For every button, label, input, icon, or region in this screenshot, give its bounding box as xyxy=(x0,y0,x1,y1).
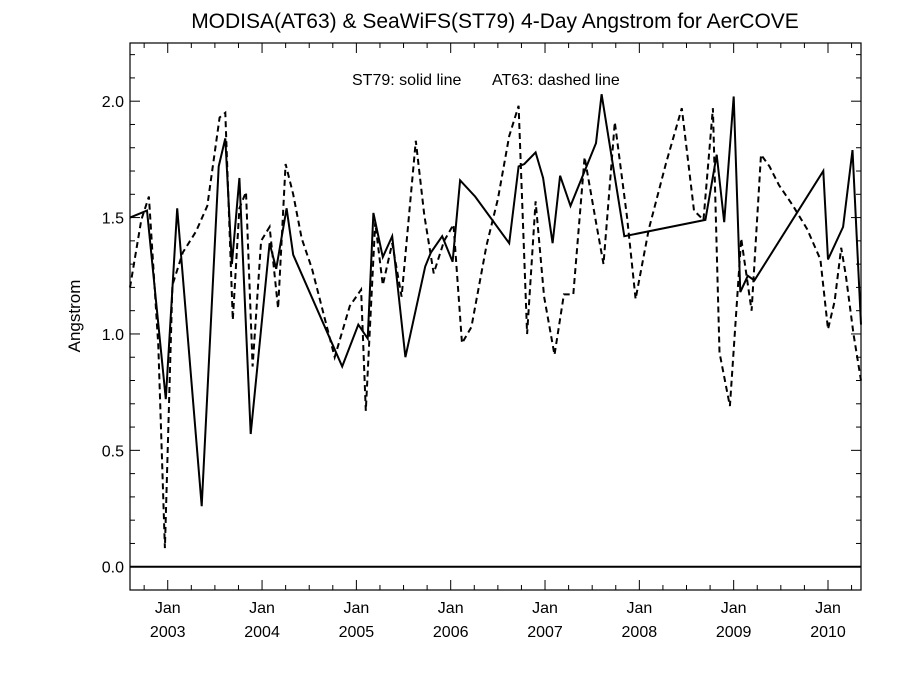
plot-frame xyxy=(129,42,862,591)
y-axis-ticks: 0.0 0.5 1.0 1.5 2.0 xyxy=(102,54,861,577)
x-tick-label-year: 2009 xyxy=(716,624,752,641)
x-tick-label-month: Jan xyxy=(155,600,181,617)
x-tick-label-month: Jan xyxy=(626,600,652,617)
x-tick-label-year: 2010 xyxy=(810,624,846,641)
x-tick-label-year: 2008 xyxy=(622,624,658,641)
x-tick-label-month: Jan xyxy=(721,600,747,617)
series-layer xyxy=(129,94,862,549)
y-tick-label: 0.5 xyxy=(102,443,124,460)
series-line-at63 xyxy=(129,105,862,549)
x-tick-label-year: 2005 xyxy=(339,624,375,641)
x-tick-label-year: 2003 xyxy=(150,624,186,641)
chart-title: MODISA(AT63) & SeaWiFS(ST79) 4-Day Angst… xyxy=(191,10,799,33)
x-tick-label-year: 2007 xyxy=(527,624,563,641)
x-tick-label-month: Jan xyxy=(815,600,841,617)
y-tick-label: 1.5 xyxy=(102,211,124,228)
x-tick-label-month: Jan xyxy=(438,600,464,617)
y-tick-label: 0.0 xyxy=(102,560,124,577)
x-tick-label-year: 2006 xyxy=(433,624,469,641)
annotation-dashed-line: AT63: dashed line xyxy=(492,72,620,89)
x-tick-label-month: Jan xyxy=(343,600,369,617)
annotation-solid-line: ST79: solid line xyxy=(352,72,461,89)
y-tick-label: 1.0 xyxy=(102,327,124,344)
y-tick-label: 2.0 xyxy=(102,94,124,111)
x-tick-label-month: Jan xyxy=(249,600,275,617)
x-tick-label-year: 2004 xyxy=(244,624,280,641)
y-axis-label: Angstrom xyxy=(65,280,84,353)
x-axis-ticks: Jan 2003 Jan 2004 Jan 2005 Jan 2006 Jan 2007 Jan 20… xyxy=(143,43,853,641)
series-line-st79 xyxy=(129,94,862,507)
x-tick-label-month: Jan xyxy=(532,600,558,617)
